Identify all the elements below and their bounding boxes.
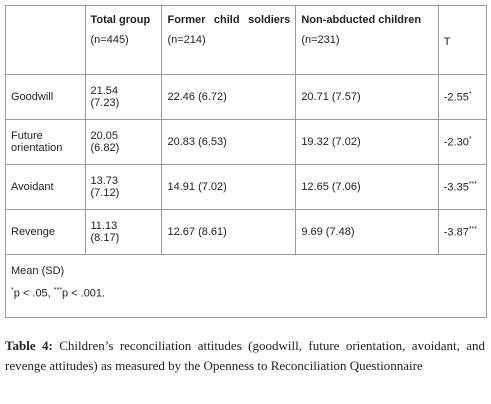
results-table: Total group (n=445) Former child soldiers (… [5,5,488,318]
data-row: Avoidant 13.73 (7.12) 14.91 (7.02) 12.65 (7… [5,164,488,210]
header-title: Former child soldiers [167,14,291,26]
cell: -2.30* [437,119,488,165]
cell-value: -3.35 [443,181,469,194]
header-n: (n=214) [167,34,206,46]
header-row: Total group (n=445) Former child soldiers (… [5,5,488,75]
caption: Table 4: Children’s reconciliation attit… [5,336,485,376]
cell: 12.67 (8.61) [161,209,297,255]
footnote: *p < .05, ***p < .001. [11,281,481,304]
cell: Avoidant [5,164,86,210]
cell-value: -2.55 [443,91,469,104]
data-row: Future orientation 20.05 (6.82) 20.83 (6.5… [5,119,488,165]
cell: -3.87*** [437,209,488,255]
header-cell [5,5,86,75]
note: Mean (SD) [11,265,65,277]
cell: 22.46 (6.72) [161,74,297,120]
cell-value: 20.71 (7.57) [301,91,361,103]
cell-value: 12.67 (8.61) [167,226,227,238]
footer-row: Mean (SD) *p < .05, ***p < .001. [5,254,487,318]
cell-value: 12.65 (7.06) [301,181,361,193]
row-label: Future orientation [11,130,63,154]
footer-cell: Mean (SD) *p < .05, ***p < .001. [5,254,487,318]
cell-value: 13.73 (7.12) [90,175,120,199]
cell: 20.83 (6.53) [161,119,297,165]
row-label: Goodwill [11,91,54,103]
footnote-sup: *** [53,287,62,294]
header-n: (n=445) [90,34,129,46]
significance: *** [468,180,478,188]
footnote-text: p < .001. [61,287,106,300]
cell-value: 20.05 (6.82) [90,130,120,154]
cell-value: 21.54 (7.23) [90,85,120,109]
row-label: Revenge [11,226,56,238]
header-cell: T [437,5,488,75]
cell-value: -2.30 [443,136,469,149]
cell-value: 20.83 (6.53) [167,136,227,148]
cell: -2.55* [437,74,488,120]
cell-value: 9.69 (7.48) [301,226,355,238]
cell: 9.69 (7.48) [295,209,439,255]
cell: 21.54 (7.23) [84,74,163,120]
table-body: Total group (n=445) Former child soldiers (… [5,5,488,318]
significance: * [468,90,472,98]
cell-value: 11.13 (8.17) [90,220,120,244]
caption-label: Table 4: [5,338,53,353]
cell: 14.91 (7.02) [161,164,297,210]
footnote-text: p < .05, [13,287,54,300]
row-label: Avoidant [11,181,54,193]
header-title: Non-abducted children [301,14,422,26]
cell: Revenge [5,209,86,255]
data-row: Revenge 11.13 (8.17) 12.67 (8.61) 9.69 (7.4… [5,209,488,255]
cell: -3.35*** [437,164,488,210]
cell: 11.13 (8.17) [84,209,163,255]
header-cell: Non-abducted children (n=231) [295,5,439,75]
cell: Goodwill [5,74,86,120]
significance: *** [468,225,478,233]
header-cell: Former child soldiers (n=214) [161,5,297,75]
data-row: Goodwill 21.54 (7.23) 22.46 (6.72) 20.71 (7… [5,74,488,120]
cell: 12.65 (7.06) [295,164,439,210]
cell-value: 22.46 (6.72) [167,91,227,103]
cell: Future orientation [5,119,86,165]
cell: 13.73 (7.12) [84,164,163,210]
header-title: T [443,36,451,48]
cell-value: 19.32 (7.02) [301,136,361,148]
cell: 20.05 (6.82) [84,119,163,165]
cell: 20.71 (7.57) [295,74,439,120]
header-n: (n=231) [301,34,340,46]
header-cell: Total group (n=445) [84,5,163,75]
cell-value: 14.91 (7.02) [167,181,227,193]
significance: * [468,135,472,143]
footnote-sup: * [11,287,14,294]
cell: 19.32 (7.02) [295,119,439,165]
header-title: Total group [90,14,151,26]
caption-text: Children’s reconciliation attitudes (goo… [5,338,486,373]
cell-value: -3.87 [443,226,469,239]
